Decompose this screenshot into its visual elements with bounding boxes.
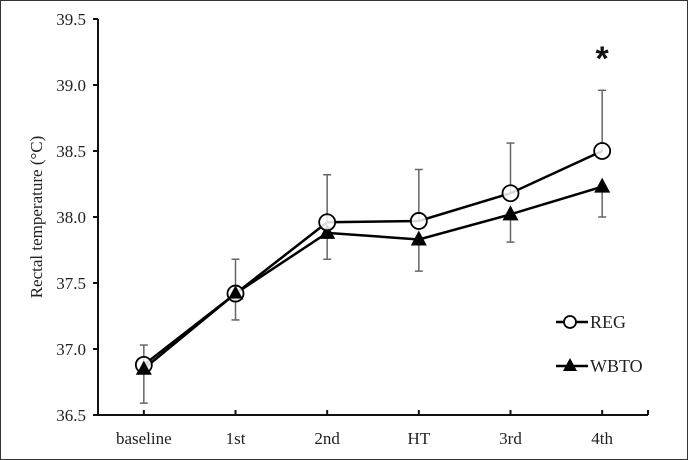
- axes: [97, 19, 649, 416]
- legend-item-reg: REG: [556, 312, 626, 332]
- x-tick-label: HT: [407, 429, 430, 448]
- legend-label-wbto: WBTO: [590, 356, 643, 376]
- series-lines: [143, 149, 603, 370]
- data-point-wbto: [319, 223, 336, 239]
- y-tick-label: 38.0: [56, 208, 86, 227]
- x-tick-label: 3rd: [499, 429, 522, 448]
- x-tick-label: 1st: [226, 429, 246, 448]
- y-tick-label: 37.0: [56, 340, 86, 359]
- data-point-reg: [409, 212, 428, 230]
- legend: REG WBTO: [556, 312, 643, 376]
- open-circle-icon: [563, 315, 577, 329]
- filled-triangle-icon: [563, 358, 577, 371]
- legend-label-reg: REG: [590, 312, 626, 332]
- data-point-wbto: [594, 177, 611, 193]
- x-tick-label: baseline: [116, 429, 172, 448]
- x-ticks: baseline 1st 2nd HT 3rd 4th: [116, 410, 614, 448]
- y-axis-title: Rectal temperature (°C): [27, 136, 46, 299]
- y-tick-label: 39.5: [56, 10, 86, 29]
- x-tick-label: 4th: [591, 429, 613, 448]
- data-point-reg: [501, 184, 520, 203]
- legend-item-wbto: WBTO: [556, 356, 643, 376]
- data-point-wbto-overlay: [136, 360, 151, 374]
- x-tick-label: 2nd: [314, 429, 340, 448]
- series-line-reg: [143, 149, 603, 366]
- y-tick-label: 36.5: [56, 406, 86, 425]
- y-tick-label: 37.5: [56, 274, 86, 293]
- series-markers: [134, 142, 612, 375]
- series-line-wbto: [143, 185, 603, 370]
- data-point-reg: [593, 142, 612, 160]
- y-tick-label: 39.0: [56, 76, 86, 95]
- error-bars: [139, 89, 607, 404]
- y-tick-label: 38.5: [56, 142, 86, 161]
- y-ticks: 36.5 37.0 37.5 38.0 38.5 39.0 39.5: [56, 10, 98, 425]
- data-point-wbto-overlay: [228, 285, 243, 299]
- data-point-wbto: [502, 205, 519, 221]
- significance-asterisk: *: [596, 40, 610, 78]
- data-point-wbto: [410, 230, 427, 246]
- data-point-reg: [318, 213, 337, 232]
